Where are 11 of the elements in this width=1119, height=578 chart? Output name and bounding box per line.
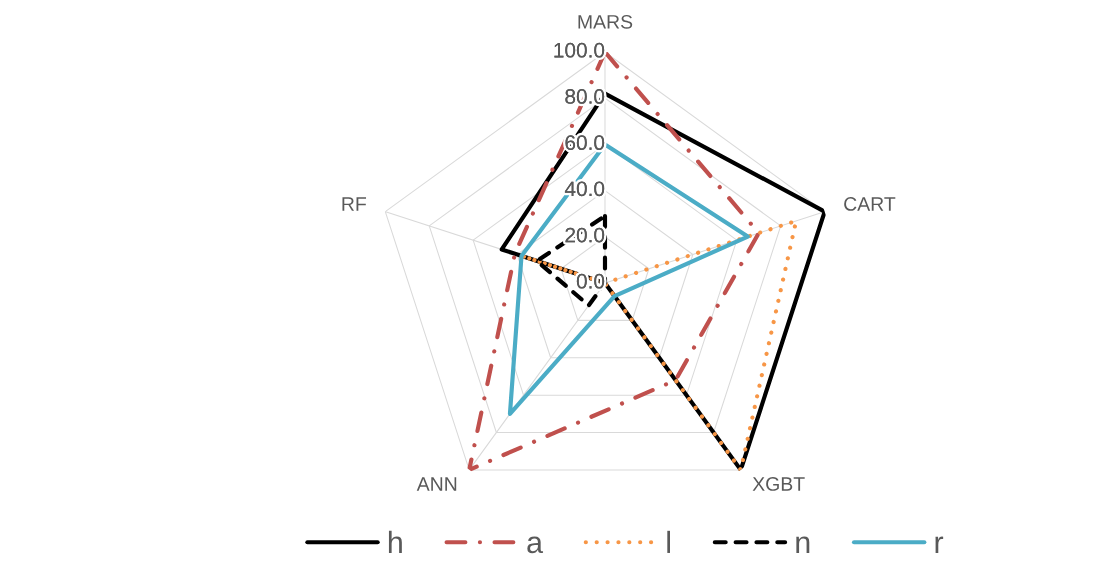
spoke-label: CART	[844, 197, 896, 211]
legend-label: r	[935, 536, 944, 553]
legend-label: h	[388, 530, 402, 553]
legend-label: a	[527, 536, 544, 554]
legend-label: l	[667, 530, 670, 553]
y-tick-label: 100.0	[554, 42, 605, 58]
spoke-label: ANN	[416, 477, 457, 491]
spoke-label: RF	[342, 197, 367, 211]
spoke-label: XGBT	[752, 477, 805, 491]
spoke-label: MARS	[578, 14, 633, 29]
legend-label: n	[796, 536, 810, 553]
